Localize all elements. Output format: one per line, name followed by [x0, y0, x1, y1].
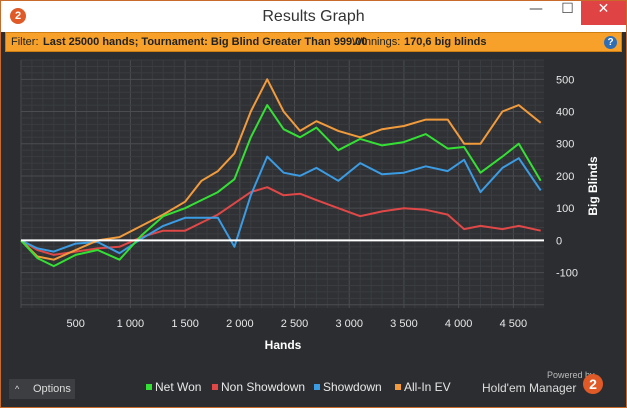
x-tick-label: 1 500 [171, 318, 199, 330]
y-tick-label: 400 [556, 107, 574, 119]
series-line-showdown [20, 155, 542, 255]
powered-by-text: Powered by [547, 370, 595, 380]
close-button[interactable]: ✕ [581, 1, 626, 25]
x-tick-label: 4 500 [500, 318, 528, 330]
y-axis-label: Big Blinds [586, 156, 600, 216]
chevron-up-icon: ^ [15, 384, 20, 394]
series-line-net-won [20, 104, 542, 268]
y-tick-label: -100 [556, 268, 578, 280]
maximize-button[interactable]: ☐ [561, 1, 574, 17]
legend-swatch [395, 384, 401, 390]
x-tick-label: 2 000 [226, 318, 254, 330]
minimize-button[interactable]: — [529, 1, 543, 17]
x-tick-label: 2 500 [281, 318, 309, 330]
options-button[interactable]: ^ Options [9, 379, 75, 399]
legend: Net Won Non Showdown Showdown All-In EV [146, 380, 451, 394]
y-axis-ticks: -100 0 100 200 300 400 500 [556, 74, 578, 279]
y-tick-label: 200 [556, 171, 574, 183]
y-tick-label: 0 [556, 235, 562, 247]
legend-label: Showdown [323, 380, 382, 394]
help-icon[interactable]: ? [604, 36, 617, 49]
winnings-value: 170,6 big blinds [404, 36, 487, 48]
x-tick-label: 3 000 [335, 318, 363, 330]
plot-area [21, 60, 544, 308]
options-label: Options [33, 383, 71, 395]
brand-name: Hold'em Manager [482, 381, 577, 395]
y-tick-label: 300 [556, 139, 574, 151]
window-title: Results Graph [262, 8, 365, 25]
legend-swatch [146, 384, 152, 390]
legend-label: Non Showdown [221, 380, 305, 394]
legend-swatch [212, 384, 218, 390]
x-tick-label: 1 000 [117, 318, 145, 330]
x-tick-label: 4 000 [445, 318, 473, 330]
filter-label: Filter: [11, 36, 39, 48]
legend-swatch [314, 384, 320, 390]
app-logo-icon: 2 [10, 8, 26, 24]
x-tick-label: 3 500 [390, 318, 418, 330]
x-axis-ticks: 500 1 000 1 500 2 000 2 500 3 000 3 500 4 000 4 … [67, 318, 528, 330]
series-line-all-in-ev [20, 78, 542, 261]
brand-logo-icon: 2 [583, 374, 603, 394]
filter-value: Last 25000 hands; Tournament: Big Blind … [43, 36, 368, 48]
title-bar[interactable]: 2 Results Graph — ☐ ✕ [1, 1, 626, 32]
y-tick-label: 500 [556, 74, 574, 86]
legend-label: Net Won [155, 380, 201, 394]
x-axis-label: Hands [265, 338, 302, 352]
filter-bar: Filter: Last 25000 hands; Tournament: Bi… [5, 32, 622, 52]
legend-label: All-In EV [404, 380, 451, 394]
series-lines [20, 78, 544, 268]
x-tick-label: 500 [67, 318, 85, 330]
winnings-label: Winnings: [352, 36, 401, 48]
y-tick-label: 100 [556, 203, 574, 215]
